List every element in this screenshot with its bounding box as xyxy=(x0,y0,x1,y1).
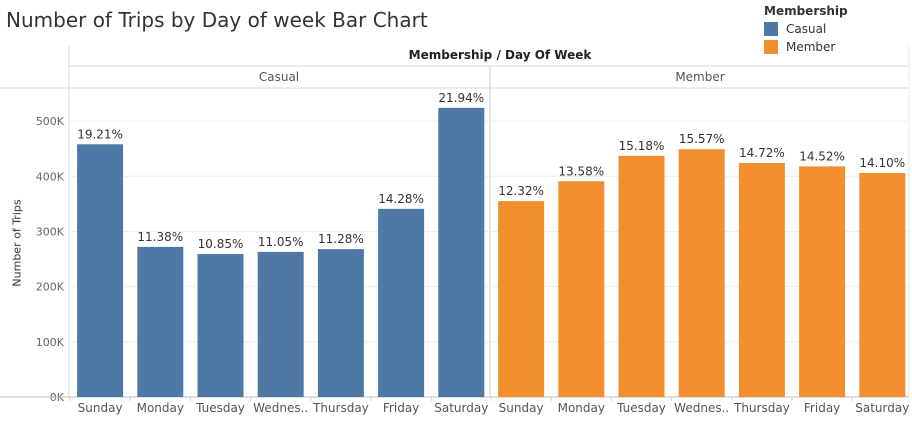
legend-swatch-casual xyxy=(764,22,778,36)
y-tick-label: 500K xyxy=(36,115,65,128)
legend-label-casual: Casual xyxy=(786,22,827,36)
data-label: 11.28% xyxy=(318,232,364,246)
pane-label-casual: Casual xyxy=(258,70,300,84)
x-tick-label: Tuesday xyxy=(616,401,666,415)
legend: Membership Casual Member xyxy=(764,4,848,54)
x-tick-label: Wednes.. xyxy=(674,401,729,415)
y-tick-label: 200K xyxy=(36,281,65,294)
bar-casual-2 xyxy=(197,254,244,397)
data-label: 21.94% xyxy=(438,91,484,105)
bar-member-1 xyxy=(558,181,605,397)
data-label: 15.18% xyxy=(619,139,665,153)
data-label: 19.21% xyxy=(77,127,123,141)
bar-member-3 xyxy=(678,149,725,397)
x-tick-label: Monday xyxy=(137,401,184,415)
data-label: 15.57% xyxy=(679,132,725,146)
x-tick-label: Monday xyxy=(558,401,605,415)
bar-casual-1 xyxy=(137,246,184,397)
data-label: 13.58% xyxy=(558,164,604,178)
bar-member-5 xyxy=(799,166,846,397)
data-label: 14.28% xyxy=(378,192,424,206)
data-label: 14.52% xyxy=(799,149,845,163)
bar-member-2 xyxy=(618,155,665,397)
y-tick-label: 100K xyxy=(36,336,65,349)
data-label: 14.72% xyxy=(739,146,785,160)
y-tick-label: 400K xyxy=(36,170,65,183)
x-tick-label: Friday xyxy=(804,401,840,415)
chart-title: Number of Trips by Day of week Bar Chart xyxy=(6,8,428,32)
data-label: 11.38% xyxy=(137,230,183,244)
legend-title: Membership xyxy=(764,4,848,18)
data-label: 11.05% xyxy=(258,235,304,249)
legend-label-member: Member xyxy=(786,40,836,54)
x-tick-label: Sunday xyxy=(499,401,544,415)
x-tick-label: Wednes.. xyxy=(253,401,308,415)
x-tick-label: Saturday xyxy=(434,401,488,415)
bar-member-4 xyxy=(738,163,785,397)
bar-casual-3 xyxy=(257,251,304,397)
pane-label-member: Member xyxy=(675,70,725,84)
data-label: 10.85% xyxy=(198,237,244,251)
bar-member-0 xyxy=(498,201,545,397)
x-tick-label: Saturday xyxy=(855,401,909,415)
y-tick-label: 300K xyxy=(36,225,65,238)
bar-member-6 xyxy=(859,172,906,397)
x-tick-label: Tuesday xyxy=(195,401,245,415)
x-tick-label: Sunday xyxy=(78,401,123,415)
x-tick-label: Thursday xyxy=(733,401,790,415)
column-header-title: Membership / Day Of Week xyxy=(408,48,592,62)
x-tick-label: Thursday xyxy=(312,401,369,415)
legend-swatch-member xyxy=(764,40,778,54)
data-label: 14.10% xyxy=(859,156,905,170)
legend-item-casual[interactable]: Casual xyxy=(764,22,848,36)
legend-item-member[interactable]: Member xyxy=(764,40,848,54)
bar-casual-5 xyxy=(378,208,425,397)
x-tick-label: Friday xyxy=(383,401,419,415)
bar-casual-4 xyxy=(317,249,364,397)
bar-casual-6 xyxy=(438,107,485,397)
bar-casual-0 xyxy=(77,144,124,397)
data-label: 12.32% xyxy=(498,184,544,198)
